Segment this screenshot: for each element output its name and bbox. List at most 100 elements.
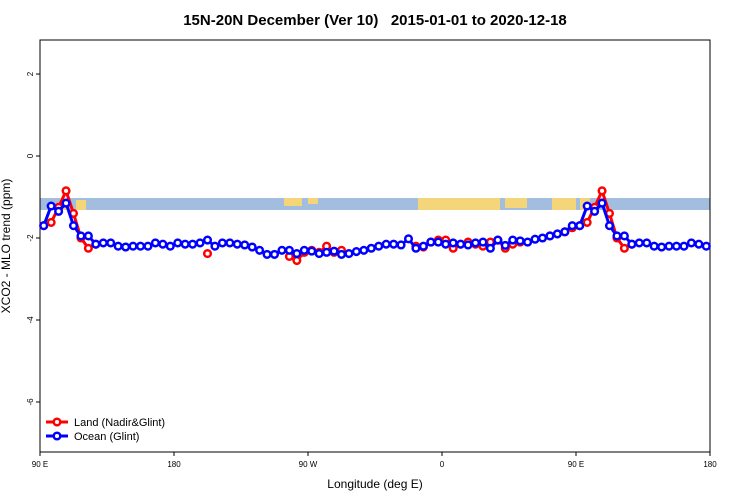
data-point [240,240,250,250]
data-point [292,249,302,259]
data-point [135,241,146,251]
data-point [433,237,443,247]
x-axis-label: Longitude (deg E) [327,477,422,491]
data-point [545,231,555,241]
data-point [217,238,227,248]
data-point [299,245,309,255]
data-point [329,246,339,256]
y-tick-label: -2 [26,234,35,242]
data-point [277,245,287,255]
x-tick-label: 180 [703,460,717,469]
land-patch [308,198,318,204]
data-point [54,206,64,216]
map-strip [40,198,710,210]
data-point [202,249,213,259]
y-tick-label: -4 [26,316,35,324]
data-point [679,241,689,251]
land-patch [76,200,86,210]
data-point [366,243,376,253]
x-tick-label: 90 E [568,460,584,469]
data-point [61,198,71,208]
data-point [202,235,213,245]
data-point [590,206,600,216]
chart-title: 15N-20N December (Ver 10) 2015-01-01 to … [183,12,567,29]
data-point [113,241,123,251]
data-point [642,238,652,248]
data-point [46,217,56,227]
x-tick-label: 180 [167,460,181,469]
data-point [470,238,481,248]
data-point [448,238,458,248]
data-point [344,249,354,259]
data-point [396,240,406,250]
data-point [686,238,696,248]
data-point [463,240,473,250]
data-point [292,256,302,266]
data-point [165,241,175,251]
data-point [664,241,674,251]
data-point [403,234,414,244]
data-point [322,247,332,257]
data-point [389,239,399,249]
data-point [478,237,488,247]
land-patch [418,198,500,210]
data-point [597,186,607,196]
data-point [262,249,272,259]
data-point [128,241,138,251]
data-point [567,221,577,231]
data-point [284,245,294,255]
data-point [39,221,49,231]
data-point [619,243,629,253]
data-point [627,239,637,249]
data-point [456,239,466,249]
data-point [307,246,317,256]
data-point [649,241,659,251]
data-point [619,231,629,241]
data-point [225,238,235,248]
x-tick-label: 90 W [299,460,318,469]
data-point [91,239,101,249]
data-point [530,234,540,244]
data-point [701,241,711,251]
data-point [173,238,183,248]
data-point [634,238,644,248]
data-point [351,246,361,257]
data-point [500,240,510,250]
data-point [247,242,257,252]
legend-marker [52,431,62,441]
data-point [150,238,160,248]
data-point [657,242,667,252]
data-point [68,221,79,231]
data-point [426,237,436,247]
data-point [83,243,93,253]
data-point [560,227,570,237]
legend-label: Land (Nadir&Glint) [74,417,165,429]
y-tick-label: 0 [26,153,35,158]
data-point [255,245,265,255]
data-point [195,238,205,248]
data-point [336,249,347,259]
data-point [612,231,622,241]
data-point [232,239,242,249]
data-point [411,243,421,253]
data-point [552,229,562,239]
data-point [441,239,451,249]
data-point [493,235,503,245]
data-point [537,233,548,243]
land-patch [552,198,576,210]
data-point [188,239,198,249]
data-point [61,186,71,196]
data-point [575,221,585,231]
data-point [582,217,592,227]
legend-label: Ocean (Glint) [74,431,139,443]
data-point [210,241,220,251]
data-point [597,198,607,208]
data-point [515,236,525,246]
data-point [418,241,428,251]
data-point [46,201,56,211]
data-point [269,249,280,259]
data-point [508,235,518,245]
data-point [604,221,615,231]
data-point [694,239,704,249]
